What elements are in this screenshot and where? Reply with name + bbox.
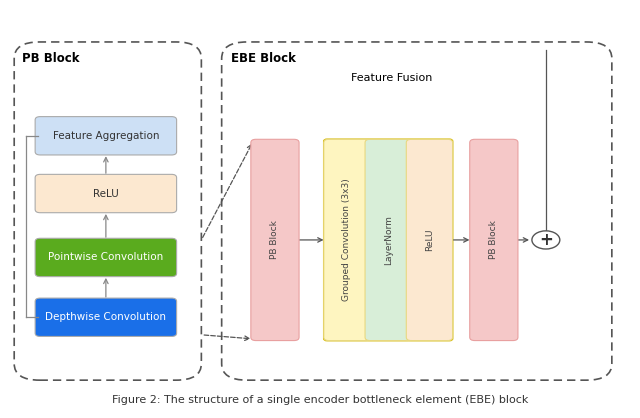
Text: Feature Aggregation: Feature Aggregation — [52, 131, 159, 141]
FancyBboxPatch shape — [35, 238, 177, 277]
Text: LayerNorm: LayerNorm — [384, 215, 393, 265]
Text: +: + — [539, 231, 553, 249]
Text: Figure 2: The structure of a single encoder bottleneck element (EBE) block: Figure 2: The structure of a single enco… — [112, 395, 528, 405]
Text: Feature Fusion: Feature Fusion — [351, 73, 432, 83]
Text: PB Block: PB Block — [490, 221, 499, 260]
FancyBboxPatch shape — [406, 139, 452, 341]
Text: Pointwise Convolution: Pointwise Convolution — [48, 252, 163, 263]
FancyBboxPatch shape — [35, 298, 177, 336]
FancyBboxPatch shape — [35, 174, 177, 213]
FancyBboxPatch shape — [35, 117, 177, 155]
Text: ReLU: ReLU — [425, 229, 434, 251]
Text: EBE Block: EBE Block — [231, 52, 296, 65]
Text: Depthwise Convolution: Depthwise Convolution — [45, 312, 166, 322]
Text: ReLU: ReLU — [93, 189, 119, 199]
Text: PB Block: PB Block — [22, 52, 79, 65]
Text: PB Block: PB Block — [271, 221, 280, 260]
FancyBboxPatch shape — [251, 139, 299, 341]
Circle shape — [532, 231, 560, 249]
FancyBboxPatch shape — [365, 139, 412, 341]
FancyBboxPatch shape — [324, 139, 370, 341]
Text: Grouped Convolution (3x3): Grouped Convolution (3x3) — [342, 178, 351, 301]
FancyBboxPatch shape — [470, 139, 518, 341]
